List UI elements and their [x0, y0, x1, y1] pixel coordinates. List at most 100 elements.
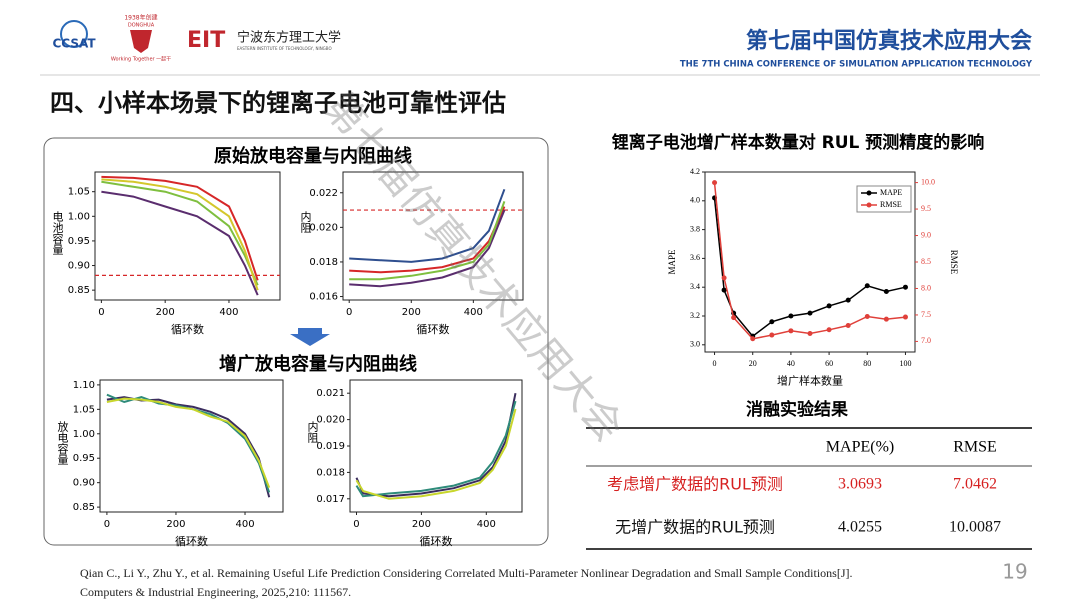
logo-univ-en: EASTERN INSTITUTE OF TECHNOLOGY, NINGBO: [237, 46, 332, 51]
series-line: [101, 175, 259, 281]
y-tick-label: 3.8: [690, 224, 700, 233]
y-tick-label: 3.6: [690, 253, 700, 262]
reference: Qian C., Li Y., Zhu Y., et al. Remaining…: [80, 566, 853, 580]
y-tick-label: 3.2: [690, 311, 700, 320]
logo-ccsat: CCSAT: [52, 37, 96, 51]
legend-box: [856, 185, 912, 213]
point: [788, 313, 794, 319]
page-number: 19: [1002, 560, 1027, 584]
x-tick-label: 400: [219, 307, 238, 318]
table-cell: 无增广数据的RUL预测: [615, 518, 775, 537]
x-tick-label: 0: [346, 307, 352, 318]
logo-univ: 宁波东方理工大学: [237, 30, 341, 46]
point: [712, 180, 718, 186]
logo-shield: [130, 30, 152, 53]
point: [826, 303, 832, 309]
series-line: [349, 209, 506, 288]
point: [845, 323, 851, 329]
point: [807, 310, 813, 316]
series-line: [355, 408, 517, 500]
y-tick-label: 0.018: [316, 467, 345, 478]
y2-tick-label: 9.5: [921, 204, 931, 213]
point: [883, 289, 889, 295]
point: [788, 328, 794, 334]
arrow: [290, 328, 330, 346]
x-tick-label: 60: [825, 359, 833, 368]
y-tick-label: 1.00: [73, 429, 95, 440]
y-tick-label: 4.2: [690, 167, 700, 176]
table-header: MAPE(%): [826, 439, 894, 456]
point: [902, 314, 908, 320]
chart-title: 锂离子电池增广样本数量对 RUL 预测精度的影响: [612, 132, 985, 153]
plot-frame: [342, 171, 524, 301]
x-tick-label: 80: [863, 359, 871, 368]
table-cell: 4.0255: [838, 519, 882, 536]
y2-axis-label: RMSE: [949, 250, 959, 275]
point: [864, 314, 870, 320]
y-tick-label: 0.90: [73, 478, 95, 489]
x-tick-label: 20: [749, 359, 757, 368]
x-tick-label: 0: [713, 359, 717, 368]
point: [807, 330, 813, 336]
point: [769, 319, 775, 325]
x-tick-label: 400: [235, 519, 254, 530]
y-tick-label: 0.022: [309, 188, 338, 199]
slide-title: 四、小样本场景下的锂离子电池可靠性评估: [50, 89, 506, 117]
series-line: [101, 180, 259, 286]
point: [902, 284, 908, 290]
logo-founded: 1938年创建: [124, 14, 157, 22]
series-line: [101, 190, 259, 296]
point: [845, 297, 851, 303]
x-tick-label: 200: [412, 519, 431, 530]
y-axis-label: 电池容量: [51, 211, 64, 255]
y-axis-label: 放电容量: [56, 420, 69, 465]
y-tick-label: 0.017: [316, 494, 345, 505]
legend-label: MAPE: [880, 188, 902, 197]
y-tick-label: 1.05: [68, 187, 90, 198]
x-tick-label: 0: [98, 307, 104, 318]
x-axis-label: 循环数: [175, 535, 208, 548]
y-tick-label: 0.021: [316, 388, 345, 399]
table-cell: 3.0693: [838, 476, 882, 493]
series-line: [349, 201, 506, 281]
y2-tick-label: 8.5: [921, 257, 931, 266]
point: [826, 327, 832, 333]
x-tick-label: 200: [156, 307, 175, 318]
table-title: 消融实验结果: [746, 399, 848, 420]
plot-frame: [99, 379, 284, 513]
y2-tick-label: 7.5: [921, 310, 931, 319]
x-tick-label: 0: [353, 519, 359, 530]
x-axis-label: 循环数: [171, 323, 204, 336]
point: [731, 315, 737, 321]
point: [721, 287, 727, 293]
y-tick-label: 0.016: [309, 292, 338, 303]
series-line: [355, 400, 517, 498]
y-tick-label: 0.020: [309, 222, 338, 233]
legend-marker: [866, 202, 872, 208]
point: [864, 283, 870, 289]
y-tick-label: 0.90: [68, 261, 90, 272]
x-tick-label: 100: [899, 359, 911, 368]
x-tick-label: 200: [166, 519, 185, 530]
legend-label: RMSE: [880, 200, 902, 209]
logo-motto: Working Together 一起干: [111, 57, 171, 63]
series-line: [349, 188, 506, 263]
x-axis-label: 循环数: [417, 323, 450, 336]
panel-title: 原始放电容量与内阻曲线: [214, 145, 412, 167]
x-axis-label: 增广样本数量: [777, 374, 843, 388]
x-tick-label: 0: [104, 519, 110, 530]
point: [721, 275, 727, 281]
y-tick-label: 0.95: [68, 236, 90, 247]
point: [769, 332, 775, 338]
y-tick-label: 0.95: [73, 453, 95, 464]
y2-tick-label: 8.0: [921, 283, 931, 292]
y-tick-label: 1.00: [68, 211, 90, 222]
plot-frame: [94, 171, 281, 301]
y-tick-label: 3.4: [690, 282, 700, 291]
y-tick-label: 0.019: [316, 441, 345, 452]
y2-tick-label: 10.0: [921, 177, 935, 186]
x-tick-label: 40: [787, 359, 795, 368]
x-tick-label: 200: [402, 307, 421, 318]
